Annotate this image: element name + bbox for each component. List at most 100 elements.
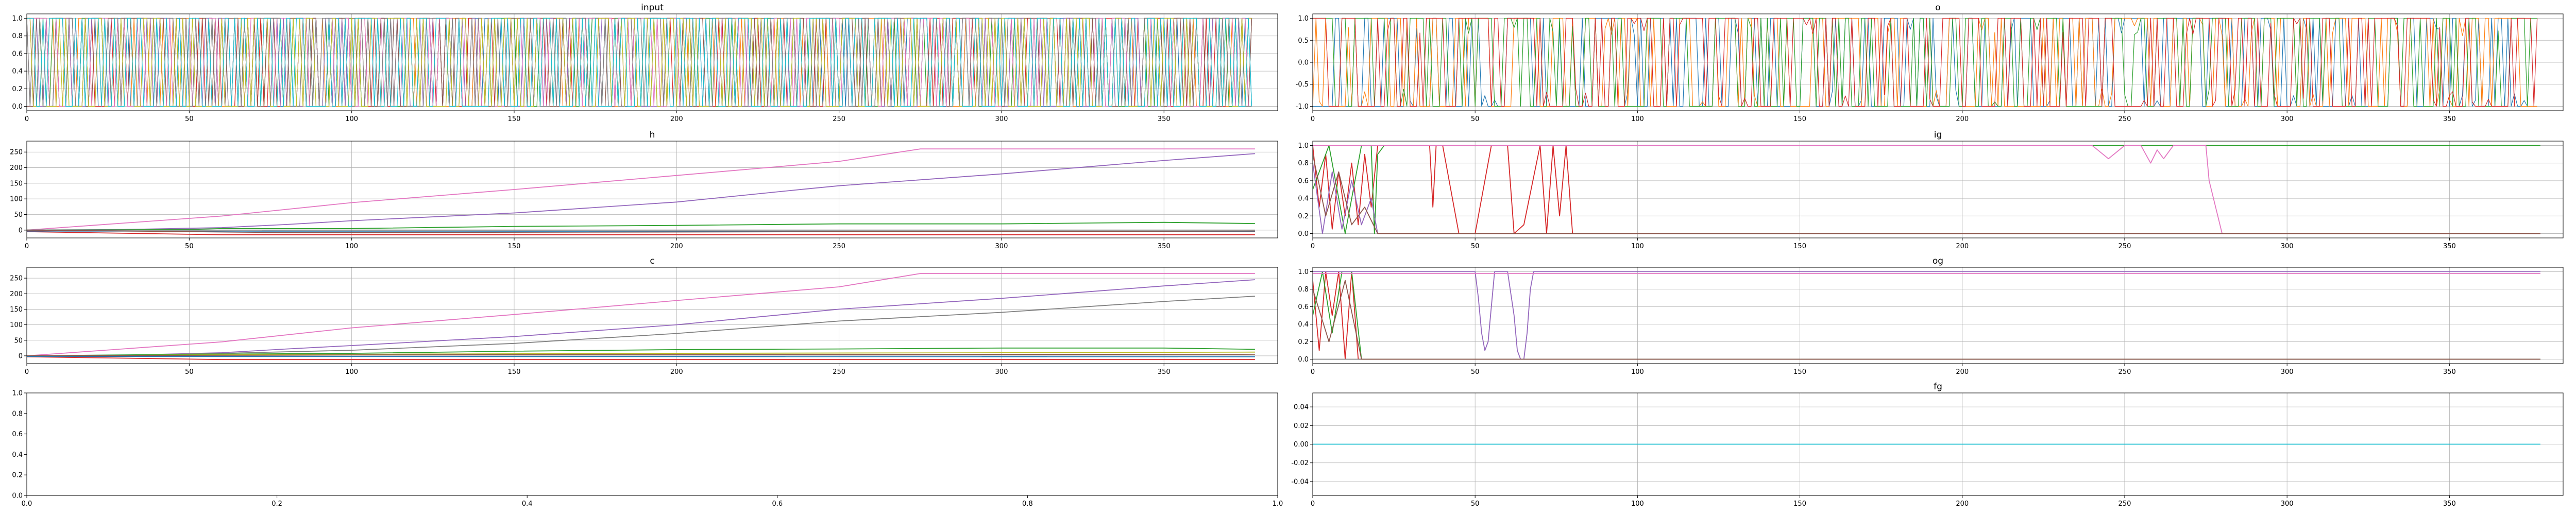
x-tick-label: 50: [185, 243, 194, 250]
x-tick-label: 200: [1956, 500, 1969, 508]
y-tick-label: 0.8: [12, 410, 23, 418]
y-tick-label: 0.5: [1298, 37, 1309, 45]
subplot-title: h: [650, 130, 655, 140]
y-tick-label: 0.8: [12, 32, 23, 40]
x-tick-label: 150: [1793, 500, 1806, 508]
x-tick-label: 200: [1956, 115, 1969, 123]
y-tick-label: 0.04: [1294, 404, 1309, 411]
axes-frame: [1312, 267, 2564, 364]
axes-frame: [26, 267, 1278, 364]
x-tick-label: 300: [995, 115, 1008, 123]
x-tick-label: 200: [1956, 243, 1969, 250]
y-tick-label: 0.0: [1298, 230, 1309, 238]
subplot-title: fg: [1934, 382, 1942, 392]
axes-frame: [26, 141, 1278, 238]
series-line-4: [27, 347, 1255, 356]
x-tick-label: 150: [508, 368, 521, 376]
x-tick-label: 350: [2443, 368, 2456, 376]
y-tick-label: 0: [19, 227, 23, 234]
y-tick-label: 1.0: [1298, 15, 1309, 23]
y-tick-label: 0.0: [1298, 59, 1309, 67]
subplot-input: 0 50 100 150 200 250 300 350 0.0 0.2 0.4 0.6 0.8 1.0 i…: [12, 3, 1278, 123]
y-tick-label: 0.2: [1298, 213, 1309, 220]
series-line-3: [27, 221, 1255, 231]
series-line-7: [27, 356, 1255, 357]
series-line-1: [27, 148, 1255, 231]
y-tick-label: 0.2: [12, 85, 23, 93]
series-line-2: [27, 279, 1255, 356]
x-tick-label: 0: [1311, 500, 1315, 508]
subplot-fg: 0 50 100 150 200 250 300 350 -0.04 -0.02 0.00 0.02 0…: [1291, 382, 2564, 508]
subplot-title: og: [1933, 256, 1943, 266]
x-tick-label: 300: [2281, 243, 2294, 250]
subplot-title: ig: [1934, 130, 1942, 140]
y-tick-label: 200: [10, 290, 23, 298]
x-tick-label: 0: [25, 243, 29, 250]
x-tick-label: 100: [1631, 243, 1644, 250]
y-tick-label: 0.0: [12, 492, 23, 500]
x-tick-label: 0: [1311, 243, 1315, 250]
x-tick-label: 100: [345, 115, 358, 123]
series-line-10: [27, 18, 1252, 107]
y-tick-label: 1.0: [12, 390, 23, 398]
x-tick-label: 50: [1471, 243, 1480, 250]
y-tick-label: 0.00: [1294, 441, 1309, 449]
x-tick-label: 0.2: [272, 500, 282, 508]
subplot-blank: 0.0 0.2 0.4 0.6 0.8 1.0 0.0 0.2 0.4 0.6 0.8 1.0: [12, 390, 1283, 508]
x-tick-label: 300: [995, 243, 1008, 250]
x-tick-label: 250: [2119, 243, 2131, 250]
series-line-4: [1313, 18, 2538, 107]
x-tick-label: 100: [1631, 368, 1644, 376]
x-tick-label: 250: [833, 115, 845, 123]
series-line-5: [1313, 154, 2540, 234]
subplot-ig: 0 50 100 150 200 250 300 350 0.0 0.2 0.4 0.6 0.8 1.0 i…: [1298, 130, 2564, 250]
y-tick-label: -0.04: [1291, 478, 1309, 486]
y-tick-label: -1.0: [1296, 103, 1309, 111]
x-tick-label: 50: [1471, 500, 1480, 508]
x-tick-label: 0.6: [772, 500, 783, 508]
x-tick-label: 50: [185, 115, 194, 123]
x-tick-label: 200: [670, 243, 683, 250]
y-tick-label: 0.4: [1298, 195, 1309, 203]
x-tick-label: 0: [25, 368, 29, 376]
x-tick-label: 300: [995, 368, 1008, 376]
x-tick-label: 200: [670, 368, 683, 376]
x-tick-label: 150: [1793, 368, 1806, 376]
y-tick-label: 0.6: [1298, 177, 1309, 185]
series-line-1: [1313, 271, 2540, 360]
y-tick-label: 250: [10, 275, 23, 283]
series-line-8: [27, 354, 1255, 356]
y-tick-label: 0.2: [12, 472, 23, 479]
subplot-og: 0 50 100 150 200 250 300 350 0.0 0.2 0.4 0.6 0.8 1.0 o…: [1298, 256, 2564, 376]
x-tick-label: 250: [833, 368, 845, 376]
series-line-2: [1313, 271, 2540, 360]
y-tick-label: 0.8: [1298, 286, 1309, 294]
y-tick-label: 1.0: [12, 15, 23, 23]
y-tick-label: -0.02: [1291, 459, 1309, 467]
x-tick-label: 200: [670, 115, 683, 123]
x-tick-label: 300: [2281, 500, 2294, 508]
x-tick-label: 250: [2119, 115, 2131, 123]
subplot-title: input: [641, 3, 664, 13]
x-tick-label: 350: [1158, 368, 1171, 376]
y-tick-label: 150: [10, 180, 23, 187]
y-tick-label: 0.6: [12, 431, 23, 438]
y-tick-label: 1.0: [1298, 142, 1309, 150]
x-tick-label: 250: [2119, 500, 2131, 508]
y-tick-label: 0.6: [1298, 303, 1309, 311]
y-tick-label: 0.2: [1298, 338, 1309, 346]
x-tick-label: 200: [1956, 368, 1969, 376]
subplot-c: 0 50 100 150 200 250 300 350 0 50 100 150 200 250 c: [10, 256, 1278, 376]
subplot-o: 0 50 100 150 200 250 300 350 -1.0 -0.5 0.0 0.5 1.0 o: [1296, 3, 2564, 123]
x-tick-label: 350: [1158, 243, 1171, 250]
x-tick-label: 350: [2443, 243, 2456, 250]
x-tick-label: 300: [2281, 115, 2294, 123]
x-tick-label: 150: [1793, 115, 1806, 123]
axes-frame: [26, 13, 1278, 111]
x-tick-label: 50: [1471, 368, 1480, 376]
series-line-1: [27, 273, 1255, 356]
axes-frame: [1312, 141, 2564, 238]
y-tick-label: 50: [14, 211, 23, 219]
y-tick-label: 0.4: [1298, 321, 1309, 329]
